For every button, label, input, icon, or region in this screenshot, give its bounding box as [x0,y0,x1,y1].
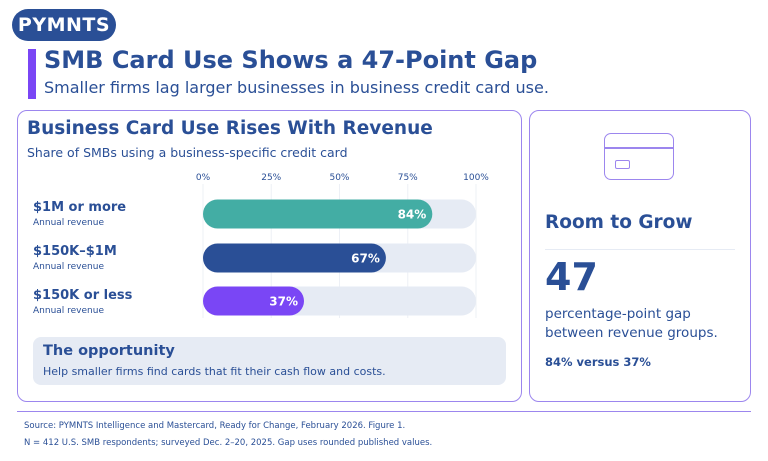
opportunity-box [33,337,506,385]
tick-label-25: 25% [261,173,281,183]
credit-card-icon [604,133,674,180]
room-to-grow-card [529,110,751,402]
source-note: Source: PYMNTS Intelligence and Masterca… [24,421,406,431]
opportunity-title: The opportunity [43,343,175,359]
category-label-1m-plus: $1M or more [33,200,127,215]
tick-label-100: 100% [463,173,489,183]
bar [203,243,386,273]
category-sublabel: Annual revenue [33,306,104,316]
category-sublabel: Annual revenue [33,218,104,228]
category-sublabel: Annual revenue [33,262,104,272]
card-stripe [605,147,673,149]
gap-number: 47 [545,255,598,299]
bar [203,199,433,229]
chart-subtitle: Share of SMBs using a business-specific … [27,145,348,160]
bar-value-label: 37% [269,295,298,309]
gap-description: percentage-point gap between revenue gro… [545,306,718,341]
opportunity-text: Help smaller firms find cards that fit t… [43,365,386,378]
sample-note: N = 412 U.S. SMB respondents; surveyed D… [24,438,433,448]
page-subtitle: Smaller firms lag larger businesses in b… [44,78,549,97]
footer-divider [17,411,751,412]
chart-title: Business Card Use Rises With Revenue [27,118,433,139]
gap-comparison: 84% versus 37% [545,355,651,369]
bar-value-label: 84% [398,208,427,222]
bar [203,286,305,316]
tick-label-50: 50% [329,173,349,183]
tick-label-0: 0% [196,173,211,183]
category-label-150k-less: $150K or less [33,288,133,303]
pymnts-logo: PYMNTS [12,9,116,41]
headline-accent-bar [28,49,36,99]
tick-label-75: 75% [398,173,418,183]
bar-value-label: 67% [351,252,380,266]
card-chip [615,160,630,169]
category-label-150k-1m: $150K–$1M [33,244,117,259]
page-title: SMB Card Use Shows a 47-Point Gap [44,46,538,74]
panel-divider [545,249,735,250]
room-to-grow-title: Room to Grow [545,212,693,233]
